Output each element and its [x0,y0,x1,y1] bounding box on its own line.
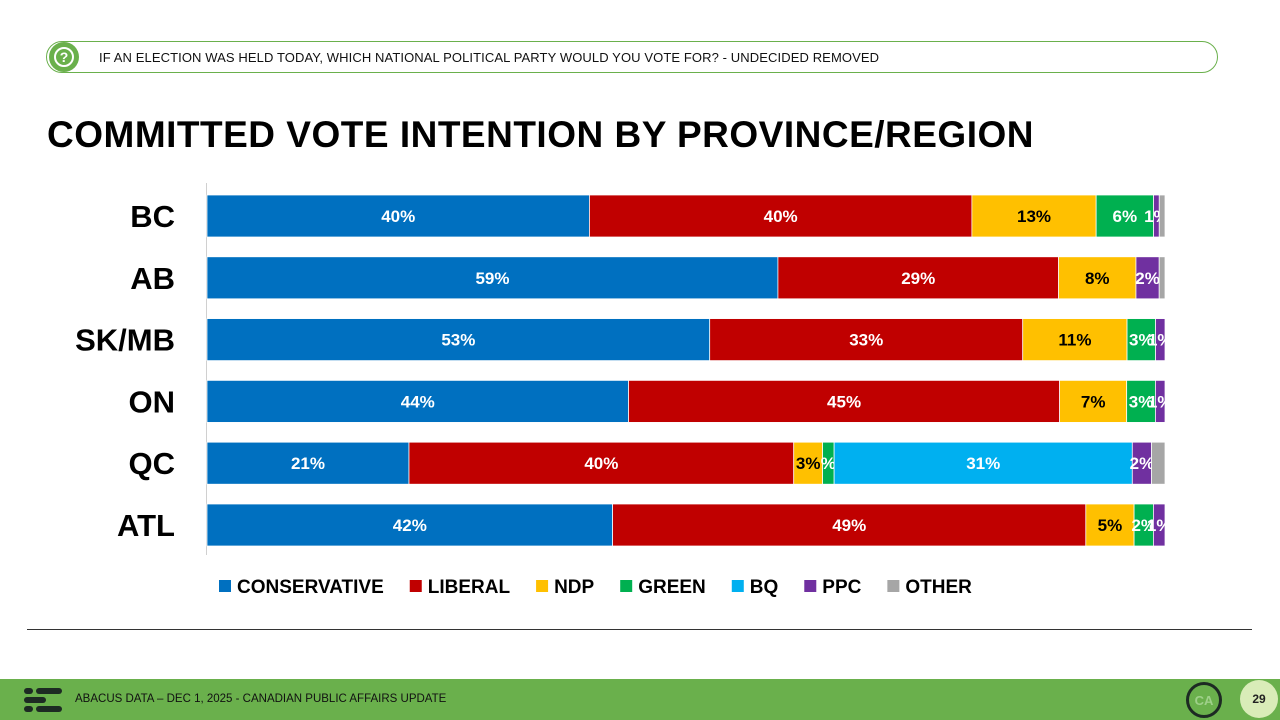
bar-segment [1158,194,1166,238]
bar-segment [206,256,779,300]
legend-label: LIBERAL [428,577,511,598]
bar-segment [1155,318,1166,361]
abacus-logo-icon [24,688,62,712]
bar-segment [1151,441,1166,485]
question-text: IF AN ELECTION WAS HELD TODAY, WHICH NAT… [99,50,880,65]
legend-label: PPC [822,577,861,598]
legend-swatch [731,580,744,592]
data-label: 42% [393,516,427,535]
data-label: 11% [1058,331,1091,350]
data-label: 1% [1148,392,1173,411]
legend-swatch [887,580,900,592]
data-label: 1% [1147,516,1172,535]
data-label: 45% [827,392,861,411]
data-label: 5% [1098,516,1123,535]
legend-swatch [804,580,817,592]
ca-badge-icon: CA [1186,682,1222,718]
data-label: 1% [1148,331,1173,350]
legend-swatch [219,580,231,592]
bar-segment [206,503,613,547]
bar-segment [206,318,711,361]
question-banner: ? IF AN ELECTION WAS HELD TODAY, WHICH N… [46,41,1218,73]
data-label: 3% [796,454,821,473]
data-label: 33% [849,331,883,350]
bar-segment [1085,503,1135,547]
data-label: 2% [1135,269,1160,288]
question-icon: ? [49,42,79,72]
legend-swatch [620,580,633,592]
data-label: 13% [1017,207,1051,226]
data-label: 40% [764,207,798,226]
footer: ABACUS DATA – DEC 1, 2025 - CANADIAN PUB… [0,679,1280,720]
bar-segment [1155,380,1166,423]
legend-label: GREEN [638,577,706,598]
bar-segment [206,380,629,423]
bar-segment [777,256,1059,300]
data-label: 8% [1085,269,1110,288]
page-title: COMMITTED VOTE INTENTION BY PROVINCE/REG… [47,114,1034,155]
data-label: 6% [1113,207,1138,226]
data-label: 31% [966,454,1000,473]
data-label: 2% [1130,454,1155,473]
data-label: 40% [381,207,415,226]
bar-segment [793,441,823,485]
ca-badge-label: CA [1194,692,1214,708]
page-number: 29 [1240,680,1278,718]
bar-segment [833,441,1133,485]
legend-label: NDP [554,577,594,598]
data-label: 3% [1129,392,1154,411]
footer-text: ABACUS DATA – DEC 1, 2025 - CANADIAN PUB… [75,693,447,705]
data-label: 29% [901,269,935,288]
data-label: 44% [401,392,435,411]
bar-segment [408,441,795,485]
legend-swatch [409,580,422,592]
data-label: 59% [475,269,509,288]
category-label: ATL [117,508,175,543]
data-label: 40% [584,454,618,473]
data-label: 53% [441,331,475,350]
bar-segment [1126,380,1156,423]
bar-segment [206,441,410,485]
bar-segment [1058,256,1137,300]
data-label: 3% [1129,331,1154,350]
legend-label: OTHER [905,577,972,598]
bar-segment [1153,503,1166,547]
category-label: ON [129,384,176,419]
category-label: SK/MB [75,323,175,358]
bar-segment [1059,380,1128,423]
bar-segment [971,194,1097,238]
data-label: 21% [291,454,325,473]
legend-label: BQ [750,577,779,598]
divider [27,629,1252,630]
data-label: 2% [1131,516,1156,535]
bar-segment [1158,256,1166,300]
bar-segment [589,194,973,238]
stacked-bar-chart: BC 40% 40% 13% 6% 1% AB 59% 29% 8% 2% SK/MB 53% 33% 11… [75,183,1173,598]
bar-segment [1095,194,1154,238]
legend-swatch [536,580,549,592]
data-label: 49% [832,516,866,535]
legend-label: CONSERVATIVE [237,577,384,598]
category-label: BC [130,199,175,234]
category-label: QC [129,446,176,481]
bar-segment [1022,318,1128,361]
data-label: % [821,454,836,473]
bar-segment [206,194,590,238]
category-label: AB [130,261,175,296]
data-label: 7% [1081,392,1106,411]
